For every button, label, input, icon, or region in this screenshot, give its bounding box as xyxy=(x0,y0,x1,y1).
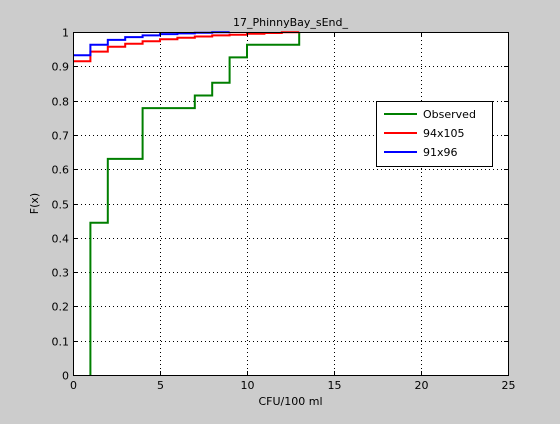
x-tick-label: 5 xyxy=(157,379,164,392)
series-line-94x105 xyxy=(73,31,301,63)
plot-area xyxy=(73,32,508,375)
y-tick-label: 0.7 xyxy=(52,130,70,143)
x-tick-label: 20 xyxy=(415,379,429,392)
y-tick-label: 0.6 xyxy=(52,164,70,177)
legend: Observed 94x105 91x96 xyxy=(376,101,493,167)
y-tick-label: 0.9 xyxy=(52,61,70,74)
y-tick-label: 0.3 xyxy=(52,267,70,280)
x-tick-label: 15 xyxy=(328,379,342,392)
y-tick-label: 0.1 xyxy=(52,336,70,349)
legend-label: Observed xyxy=(423,108,476,121)
x-axis-label: CFU/100 ml xyxy=(258,395,322,408)
legend-label: 94x105 xyxy=(423,127,465,140)
y-axis-label: F(x) xyxy=(28,193,41,214)
ticks: 0 5 10 15 20 25 0 0.1 0.2 0.3 0.4 0.5 0.6 0.7 0.8 0.9 1 xyxy=(52,27,516,393)
y-tick-label: 0.8 xyxy=(52,96,70,109)
x-tick-label: 0 xyxy=(70,379,77,392)
y-tick-label: 0.2 xyxy=(52,301,70,314)
x-tick-label: 10 xyxy=(241,379,255,392)
x-tick-label: 25 xyxy=(502,379,516,392)
series-line-observed xyxy=(89,32,301,375)
legend-label: 91x96 xyxy=(423,146,458,159)
y-tick-label: 0 xyxy=(62,370,69,383)
y-tick-label: 1 xyxy=(62,27,69,40)
y-tick-label: 0.5 xyxy=(52,199,70,212)
chart-title: 17_PhinnyBay_sEnd_ xyxy=(233,16,349,29)
y-tick-label: 0.4 xyxy=(52,233,70,246)
grid xyxy=(73,32,508,375)
